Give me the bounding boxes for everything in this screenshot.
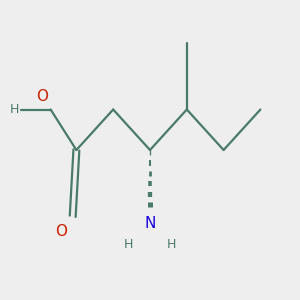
Text: O: O xyxy=(55,224,67,238)
Text: H: H xyxy=(167,238,176,251)
Text: H: H xyxy=(124,238,134,251)
Text: O: O xyxy=(36,88,48,104)
Text: N: N xyxy=(144,216,156,231)
Text: H: H xyxy=(10,103,19,116)
